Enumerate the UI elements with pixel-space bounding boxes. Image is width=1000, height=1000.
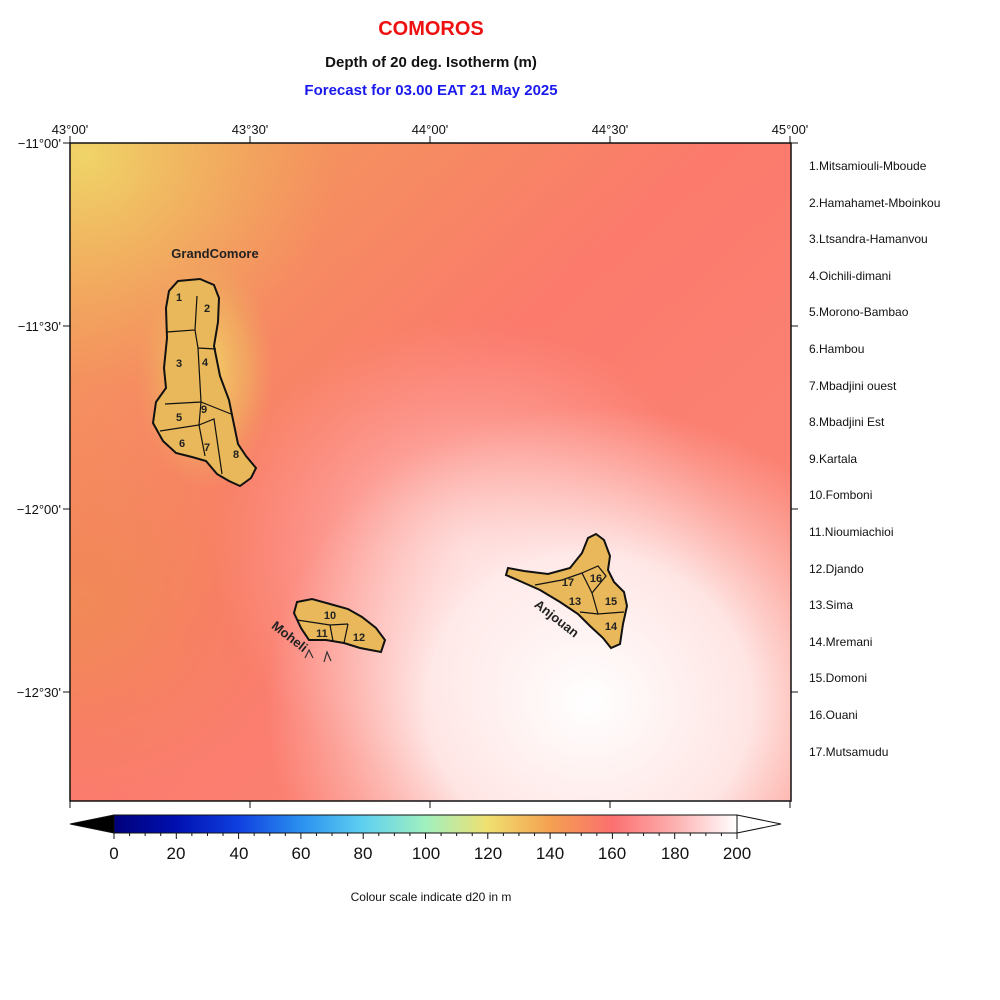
colorbar-tick-label: 100 <box>412 844 440 863</box>
colorbar-tick-label: 180 <box>661 844 689 863</box>
colorbar-low-arrow <box>69 814 115 834</box>
legend-item: 7.Mbadjini ouest <box>809 378 897 393</box>
colorbar-caption: Colour scale indicate d20 in m <box>350 890 512 904</box>
anjouan-outline[interactable] <box>504 532 629 650</box>
colorbar-high-arrow <box>736 814 782 834</box>
legend-item: 10.Fomboni <box>809 488 873 503</box>
colorbar-tick-label: 80 <box>354 844 373 863</box>
district-legend: 1.Mitsamiouli-Mboude 2.Hamahamet-Mboinko… <box>809 154 940 776</box>
colorbar-tick-label: 200 <box>723 844 751 863</box>
lon-tick-label: 43°30' <box>232 122 269 137</box>
colorbar-tick-label: 160 <box>598 844 626 863</box>
region-number-12: 12 <box>353 632 365 644</box>
region-number-16: 16 <box>590 573 602 585</box>
forecast-time: Forecast for 03.00 EAT 21 May 2025 <box>304 82 558 99</box>
anjouan-island <box>504 532 629 650</box>
axis-ticks <box>63 136 798 808</box>
region-number-2: 2 <box>204 303 210 315</box>
region-number-10: 10 <box>324 610 336 622</box>
lon-tick-label: 44°00' <box>412 122 449 137</box>
legend-item: 1.Mitsamiouli-Mboude <box>809 159 927 173</box>
region-number-13: 13 <box>569 596 581 608</box>
legend-item: 4.Oichili-dimani <box>809 268 892 283</box>
region-number-9: 9 <box>201 404 207 416</box>
lon-tick-label: 43°00' <box>52 122 89 137</box>
colorbar-scale <box>113 814 738 834</box>
colorbar-tick-label: 40 <box>230 844 249 863</box>
region-number-8: 8 <box>233 449 239 461</box>
lat-tick-label: −11°30' <box>18 319 61 334</box>
region-number-6: 6 <box>179 438 185 450</box>
legend-item: 13.Sima <box>809 598 854 613</box>
region-number-3: 3 <box>176 358 182 370</box>
legend-item: 16.Ouani <box>809 707 858 722</box>
region-number-7: 7 <box>204 442 210 454</box>
colorbar-tick-label: 20 <box>167 844 186 863</box>
region-number-5: 5 <box>176 412 182 424</box>
legend-item: 3.Ltsandra-Hamanvou <box>809 232 928 247</box>
legend-item: 8.Mbadjini Est <box>809 415 885 430</box>
legend-item: 17.Mutsamudu <box>809 744 889 759</box>
legend-item: 5.Morono-Bambao <box>809 305 909 320</box>
grande-comore-island <box>151 277 258 488</box>
map-title: COMOROS <box>378 18 484 40</box>
region-number-14: 14 <box>605 621 618 633</box>
moheli-outline[interactable] <box>292 597 387 654</box>
lat-tick-label: −11°00' <box>18 136 61 151</box>
colorbar <box>69 814 782 839</box>
island-label-grandcomore: GrandComore <box>171 246 258 261</box>
lat-tick-label: −12°00' <box>17 502 61 517</box>
map-subtitle: Depth of 20 deg. Isotherm (m) <box>325 54 537 71</box>
d20-field <box>70 143 791 801</box>
lon-tick-label: 45°00' <box>772 122 809 137</box>
lat-tick-label: −12°30' <box>17 685 61 700</box>
colorbar-tick-label: 60 <box>292 844 311 863</box>
region-number-17: 17 <box>562 577 574 589</box>
legend-item: 6.Hambou <box>809 341 865 356</box>
legend-item: 15.Domoni <box>809 671 868 686</box>
lon-tick-label: 44°30' <box>592 122 629 137</box>
legend-item: 2.Hamahamet-Mboinkou <box>809 195 941 210</box>
region-number-15: 15 <box>605 596 617 608</box>
region-number-4: 4 <box>202 357 209 369</box>
region-number-11: 11 <box>316 628 328 640</box>
colorbar-tick-label: 120 <box>474 844 502 863</box>
colorbar-tick-label: 140 <box>536 844 564 863</box>
legend-item: 14.Mremani <box>809 634 873 649</box>
legend-item: 12.Djando <box>809 561 864 576</box>
legend-item: 9.Kartala <box>809 451 858 466</box>
region-number-1: 1 <box>176 292 182 304</box>
legend-item: 11.Nioumiachioi <box>809 524 894 539</box>
moheli-island <box>292 597 387 663</box>
colorbar-tick-label: 0 <box>109 844 118 863</box>
